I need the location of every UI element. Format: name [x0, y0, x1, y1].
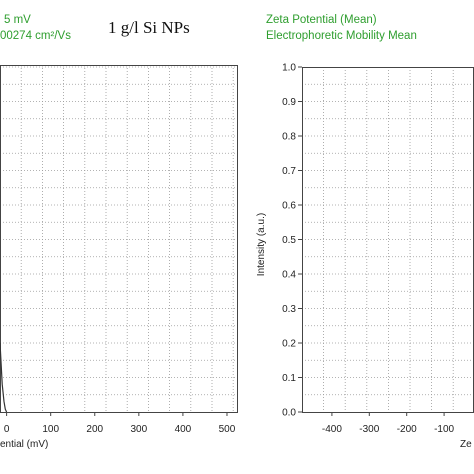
right-plot-frame	[302, 67, 474, 413]
right-legend-line2: Electrophoretic Mobility Mean	[266, 30, 417, 42]
right-x-tick-label: -100	[434, 424, 454, 435]
left-x-axis-label: ential (mV)	[0, 439, 48, 450]
right-y-tick-label: 0.9	[282, 97, 296, 108]
left-x-tick-label: 400	[175, 424, 192, 435]
left-plot-frame	[0, 65, 238, 413]
right-y-tick-label: 0.3	[282, 304, 296, 315]
right-legend-line1: Zeta Potential (Mean)	[266, 14, 377, 26]
right-x-tick-label: -200	[397, 424, 417, 435]
right-y-tick-label: 0.0	[282, 408, 296, 419]
left-legend-line1: 5 mV	[4, 14, 31, 26]
left-series-line-0	[0, 342, 8, 413]
right-y-tick-label: 0.1	[282, 373, 296, 384]
right-y-tick-label: 0.6	[282, 201, 296, 212]
left-x-tick-label: 300	[130, 424, 147, 435]
right-y-tick-label: 0.2	[282, 339, 296, 350]
right-x-tick-label: -300	[359, 424, 379, 435]
right-x-axis-label: Ze	[460, 439, 472, 450]
left-x-tick-label: 500	[219, 424, 236, 435]
right-y-tick-label: 0.8	[282, 132, 296, 143]
right-y-tick-label: 0.4	[282, 270, 296, 281]
left-x-tick-label: 200	[86, 424, 103, 435]
right-x-tick-label: -400	[322, 424, 342, 435]
chart-title: 1 g/l Si NPs	[108, 18, 190, 37]
right-y-tick-label: 0.7	[282, 166, 296, 177]
left-x-tick-label: 0	[4, 424, 10, 435]
right-y-tick-label: 0.5	[282, 235, 296, 246]
right-y-tick-label: 1.0	[282, 63, 296, 74]
left-legend-line2: 00274 cm²/Vs	[0, 30, 71, 42]
right-y-axis-label: Intensity (a.u.)	[256, 213, 267, 276]
left-x-tick-label: 100	[42, 424, 59, 435]
